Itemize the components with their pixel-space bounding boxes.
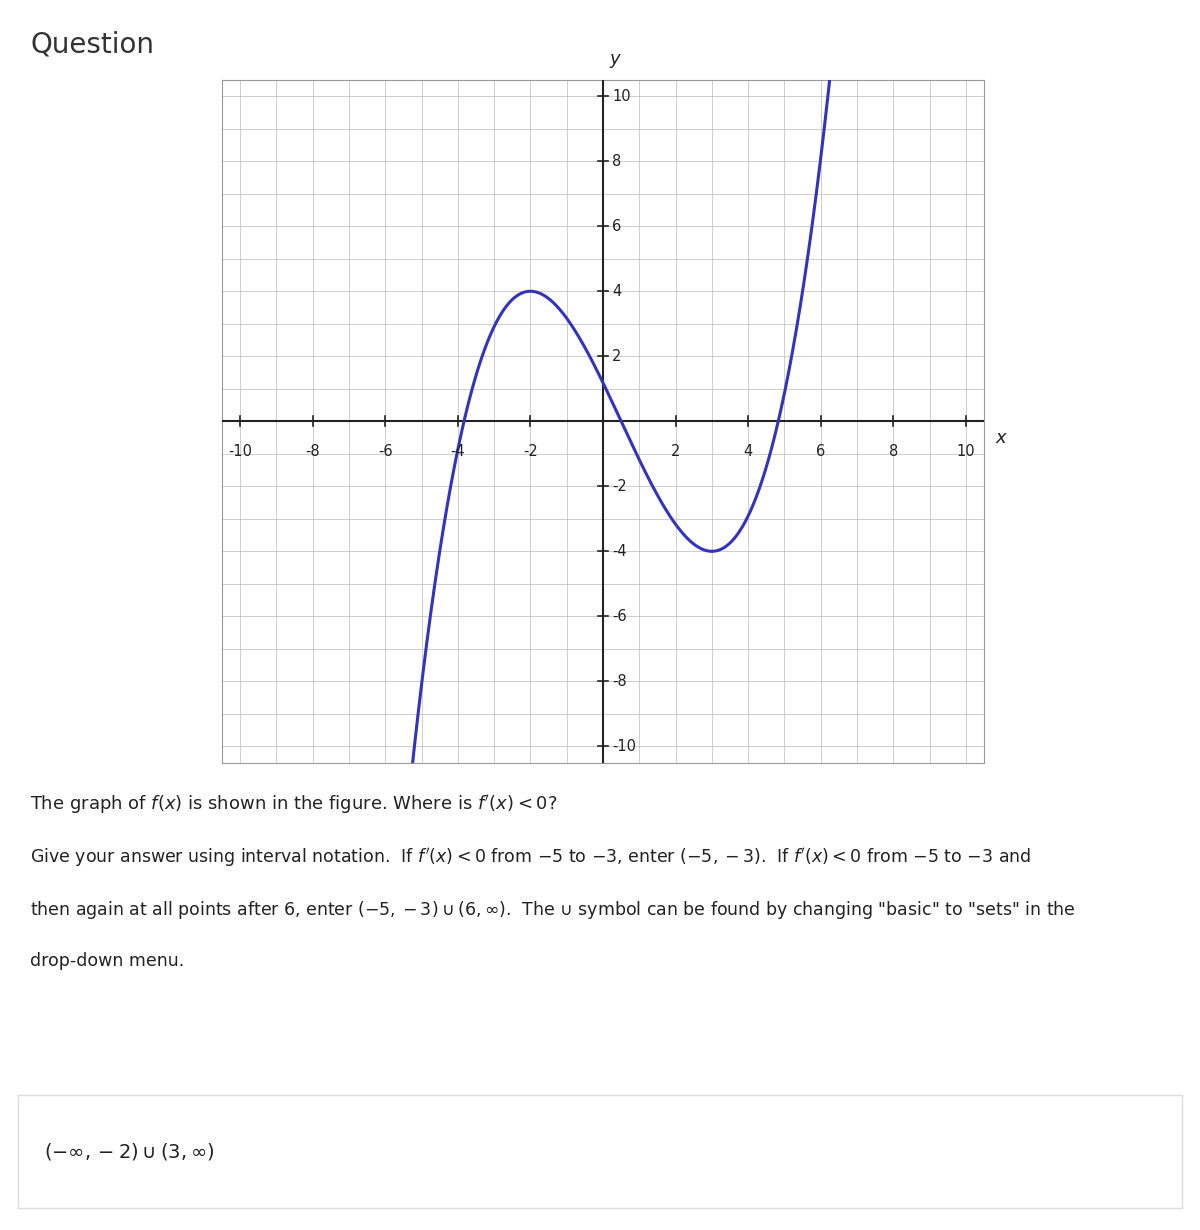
Text: Question: Question bbox=[30, 31, 154, 59]
Text: then again at all points after 6, enter $(-5, -3) \cup (6, \infty)$.  The $\cup$: then again at all points after 6, enter … bbox=[30, 899, 1075, 921]
Text: 4: 4 bbox=[612, 284, 622, 299]
Text: drop-down menu.: drop-down menu. bbox=[30, 952, 185, 970]
Text: Sorry, that’s incorrect. Try again?: Sorry, that’s incorrect. Try again? bbox=[26, 1034, 382, 1054]
Text: 10: 10 bbox=[956, 444, 976, 459]
Text: Give your answer using interval notation.  If $f'(x) < 0$ from $-5$ to $-3$, ent: Give your answer using interval notation… bbox=[30, 846, 1031, 870]
Text: 2: 2 bbox=[671, 444, 680, 459]
Text: $x$: $x$ bbox=[995, 428, 1008, 446]
Text: -4: -4 bbox=[450, 444, 466, 459]
Text: 6: 6 bbox=[612, 219, 622, 234]
Text: -6: -6 bbox=[378, 444, 392, 459]
Text: The graph of $f(x)$ is shown in the figure. Where is $f'(x) < 0$?: The graph of $f(x)$ is shown in the figu… bbox=[30, 793, 558, 817]
Text: -2: -2 bbox=[523, 444, 538, 459]
Text: 6: 6 bbox=[816, 444, 826, 459]
Text: -10: -10 bbox=[612, 739, 636, 754]
Text: $y$: $y$ bbox=[610, 52, 623, 70]
Text: 8: 8 bbox=[612, 154, 622, 169]
Text: -8: -8 bbox=[612, 674, 626, 689]
Text: -2: -2 bbox=[612, 478, 626, 493]
Text: $(-\infty, -2) \cup (3, \infty)$: $(-\infty, -2) \cup (3, \infty)$ bbox=[43, 1140, 214, 1162]
Text: -4: -4 bbox=[612, 544, 626, 558]
Text: 10: 10 bbox=[612, 89, 631, 103]
Text: 2: 2 bbox=[612, 349, 622, 364]
Text: 4: 4 bbox=[744, 444, 752, 459]
Text: -10: -10 bbox=[228, 444, 252, 459]
Text: -8: -8 bbox=[306, 444, 320, 459]
Text: -6: -6 bbox=[612, 609, 626, 624]
Text: 8: 8 bbox=[889, 444, 898, 459]
